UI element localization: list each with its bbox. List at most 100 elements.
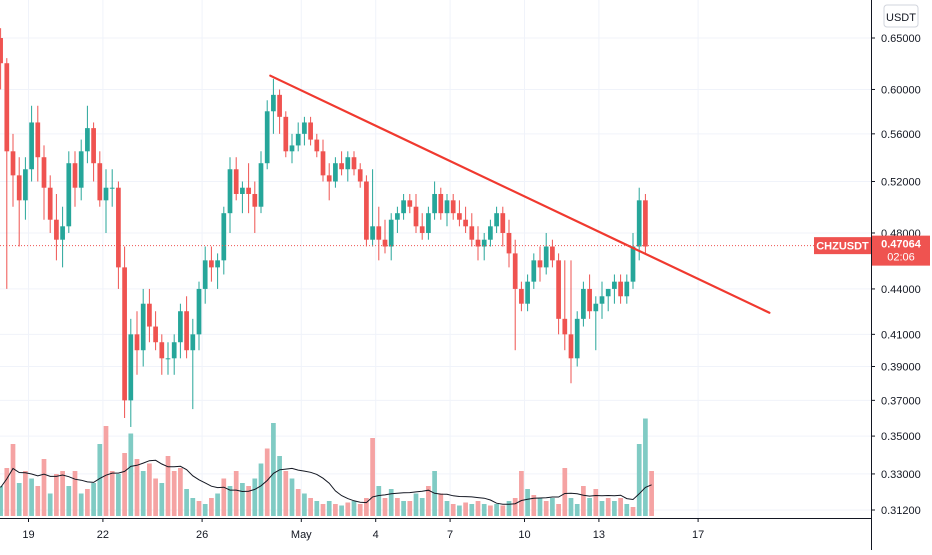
candle	[630, 232, 636, 289]
candle-body	[469, 226, 475, 240]
candle	[587, 274, 592, 319]
candle	[122, 246, 127, 418]
candle-body	[537, 260, 543, 268]
candle	[543, 232, 549, 275]
volume-bar	[649, 471, 654, 516]
volume-bar	[60, 471, 65, 516]
volume-bar	[326, 501, 332, 516]
x-tick-label: 19	[22, 529, 34, 541]
volume-bar	[413, 493, 419, 516]
candle	[246, 163, 251, 214]
y-tick-label: 0.52000	[881, 176, 921, 188]
candle	[364, 175, 369, 247]
candle	[395, 206, 400, 233]
candle	[351, 151, 357, 176]
currency-label-text: USDT	[886, 12, 916, 24]
candle	[593, 296, 599, 351]
volume-bar	[543, 501, 549, 516]
volume-bar	[593, 489, 599, 516]
candle-body	[388, 219, 394, 247]
candle-body	[165, 358, 171, 360]
volume-bar	[333, 504, 338, 516]
symbol-tag-text: CHZUSDT	[816, 241, 869, 253]
candle	[47, 175, 53, 233]
candle	[60, 206, 65, 268]
volume-bar	[72, 471, 78, 516]
y-tick-label: 0.33000	[881, 469, 921, 481]
candle	[103, 169, 109, 233]
candle-body	[463, 219, 468, 227]
candle-body	[636, 200, 642, 247]
volume-bar	[209, 498, 214, 516]
candle-body	[426, 213, 431, 233]
candle	[116, 181, 121, 289]
volume-bar	[320, 504, 326, 516]
volume-bar	[419, 498, 425, 516]
volume-bar	[140, 471, 146, 516]
volume-bar	[134, 459, 140, 516]
y-tick-label: 0.65000	[881, 33, 921, 45]
volume-bar	[78, 493, 84, 516]
y-tick-label: 0.44000	[881, 284, 921, 296]
candle-body	[401, 200, 406, 214]
volume-bar	[550, 498, 555, 516]
x-tick-label: 10	[518, 529, 530, 541]
candle	[16, 157, 22, 247]
candle	[388, 213, 394, 261]
candle-body	[97, 163, 103, 201]
candle	[289, 133, 295, 164]
candle-body	[277, 94, 282, 117]
candle	[264, 100, 270, 170]
candle-body	[364, 181, 369, 240]
volume-bar	[277, 456, 282, 516]
candle-body	[630, 246, 636, 282]
candle	[54, 193, 59, 261]
volume-bar	[147, 463, 152, 516]
candle	[500, 206, 506, 247]
currency-label[interactable]: USDT	[883, 4, 919, 28]
candle	[66, 151, 72, 233]
y-tick-labels: 0.650000.600000.560000.520000.480000.440…	[871, 33, 921, 517]
candle	[636, 187, 642, 261]
volume-bar	[233, 471, 239, 516]
candle-body	[612, 281, 617, 289]
candle-body	[450, 200, 456, 214]
volume-bar	[401, 501, 406, 516]
y-tick-label: 0.37000	[881, 395, 921, 407]
candle-body	[605, 288, 611, 297]
candle-body	[4, 63, 10, 152]
candle-body	[227, 169, 233, 214]
volume-bar	[457, 505, 462, 516]
x-tick-label: 22	[97, 529, 109, 541]
volume-bar	[10, 444, 16, 516]
volume-bar	[264, 448, 270, 516]
candle-body	[147, 303, 152, 327]
candle	[78, 139, 84, 201]
candles	[0, 28, 648, 427]
candle	[469, 213, 475, 247]
candle-body	[171, 342, 177, 359]
candle-body	[196, 288, 202, 335]
candle	[308, 116, 313, 146]
candle-body	[506, 232, 512, 254]
volume-bar	[426, 486, 431, 516]
candle	[85, 105, 90, 164]
candle	[488, 219, 493, 247]
candle-body	[134, 334, 140, 351]
volume-bar	[568, 498, 574, 516]
candle-body	[178, 311, 183, 343]
candle-body	[47, 187, 53, 220]
volume-bar	[382, 498, 388, 516]
volume-bar	[178, 468, 183, 516]
candle-body	[519, 288, 524, 304]
volume-bar	[599, 501, 605, 516]
volume-bar	[47, 493, 53, 516]
candle	[419, 213, 425, 240]
volume-bar	[271, 423, 276, 516]
candle-body	[202, 260, 208, 289]
candle	[233, 157, 239, 201]
volume-bar	[612, 501, 617, 516]
price-tag	[872, 235, 930, 266]
volume-bar	[481, 504, 487, 516]
